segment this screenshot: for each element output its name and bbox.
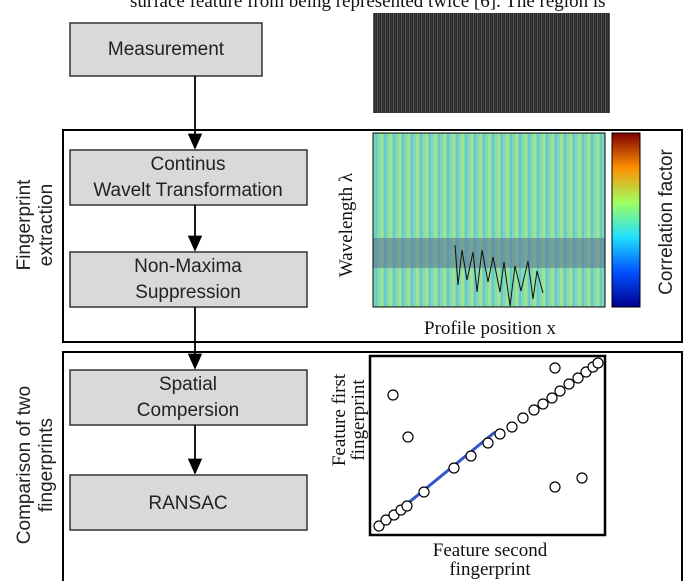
group-label: Comparison of two bbox=[14, 386, 35, 544]
node-label: Measurement bbox=[108, 39, 225, 60]
group-label: extraction bbox=[36, 184, 57, 266]
axis-label: Feature second bbox=[433, 540, 548, 561]
node-label: Wavelt Transformation bbox=[93, 180, 282, 201]
node-label: RANSAC bbox=[148, 493, 227, 514]
axis-label: fingerprint bbox=[449, 559, 531, 580]
axis-label: fingerprint bbox=[348, 379, 369, 461]
header-text: surface feature from being represented t… bbox=[130, 0, 606, 12]
group-label: Fingerprint bbox=[14, 179, 35, 271]
wavelet-band bbox=[373, 238, 605, 268]
node-label: Continus bbox=[151, 154, 226, 175]
node-label: Non-Maxima bbox=[134, 256, 242, 277]
axis-label: Profile position x bbox=[424, 318, 556, 339]
node-label: Spatial bbox=[159, 374, 217, 395]
measurement-image bbox=[373, 13, 610, 113]
axis-label: Wavelength λ bbox=[336, 172, 357, 277]
colorbar-label: Correlation factor bbox=[656, 148, 677, 294]
group-label: fingerprints bbox=[36, 418, 57, 512]
figure: surface feature from being represented t… bbox=[0, 0, 686, 581]
node-label: Compersion bbox=[137, 400, 239, 421]
axis-label: Feature first bbox=[329, 373, 350, 466]
wavelet-image bbox=[373, 133, 605, 307]
node-label: Suppression bbox=[135, 282, 241, 303]
colorbar bbox=[612, 133, 640, 307]
